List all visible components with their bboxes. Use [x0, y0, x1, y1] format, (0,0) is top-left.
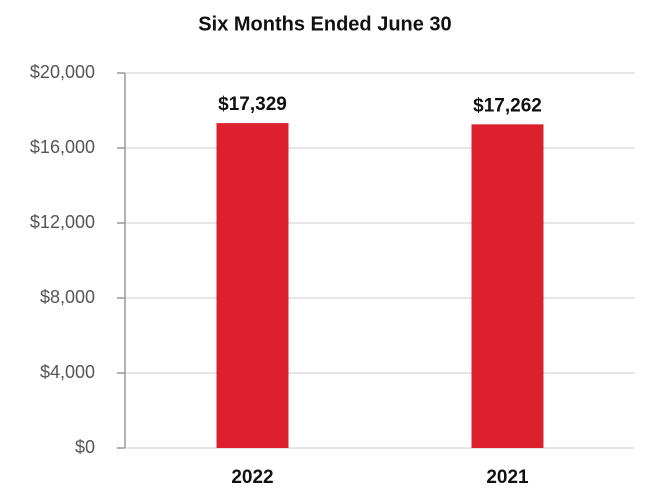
- x-tick-label: 2021: [486, 467, 529, 488]
- bar: [216, 123, 289, 449]
- y-tick-label: $12,000: [30, 212, 95, 232]
- value-label: $17,262: [473, 95, 542, 116]
- y-tick-label: $20,000: [30, 62, 95, 82]
- x-tick-label: 2022: [231, 467, 273, 488]
- y-tick-label: $4,000: [40, 362, 95, 382]
- y-tick-label: $16,000: [30, 137, 95, 157]
- y-tick-label: $0: [75, 437, 95, 457]
- bar: [471, 124, 544, 449]
- chart-title: Six Months Ended June 30: [198, 13, 451, 35]
- value-label: $17,329: [218, 94, 287, 115]
- y-tick-label: $8,000: [40, 287, 95, 307]
